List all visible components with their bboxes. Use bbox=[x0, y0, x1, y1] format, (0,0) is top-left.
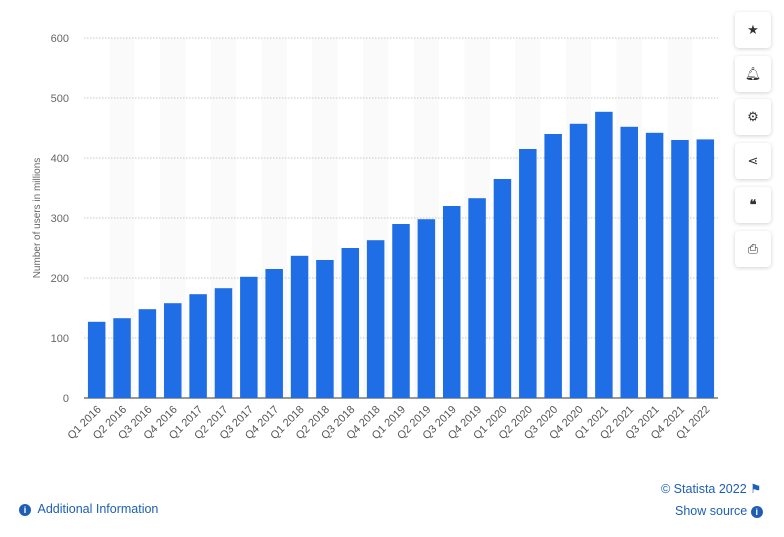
y-tick-label: 300 bbox=[51, 213, 69, 225]
star-icon: ★ bbox=[747, 22, 759, 37]
bar bbox=[671, 140, 689, 398]
bar bbox=[189, 294, 207, 398]
bar bbox=[569, 123, 588, 399]
y-tick-label: 600 bbox=[51, 33, 69, 45]
bar bbox=[645, 132, 664, 399]
bar bbox=[214, 288, 233, 398]
quote-icon: ❝ bbox=[749, 197, 757, 212]
flag-icon: ⚑ bbox=[750, 482, 762, 496]
copyright-label: © Statista 2022 bbox=[661, 482, 747, 496]
show-source-label: Show source bbox=[675, 504, 748, 518]
bar bbox=[468, 198, 486, 398]
bar bbox=[544, 134, 562, 398]
bar bbox=[265, 269, 283, 398]
share-icon: ⋖ bbox=[747, 153, 759, 168]
share-button[interactable]: ⋖ bbox=[735, 143, 771, 179]
bar bbox=[620, 126, 638, 399]
bar bbox=[113, 318, 131, 398]
info-icon: i bbox=[19, 503, 31, 516]
bar bbox=[290, 255, 309, 398]
y-tick-label: 200 bbox=[51, 273, 69, 285]
y-tick-label: 400 bbox=[51, 153, 69, 165]
statista-copyright-link[interactable]: © Statista 2022 ⚑ bbox=[661, 481, 761, 496]
gear-icon: ⚙ bbox=[747, 109, 759, 124]
bar bbox=[696, 139, 715, 398]
print-icon: ⎙ bbox=[747, 241, 759, 256]
y-tick-label: 500 bbox=[51, 93, 69, 105]
cite-button[interactable]: ❝ bbox=[735, 187, 771, 223]
bar bbox=[442, 206, 461, 398]
favorite-button[interactable]: ★ bbox=[735, 12, 771, 48]
y-tick-label: 100 bbox=[51, 333, 69, 345]
show-source-link[interactable]: Show source i bbox=[675, 504, 763, 518]
settings-button[interactable]: ⚙ bbox=[735, 99, 771, 135]
bar bbox=[392, 224, 410, 398]
bar bbox=[87, 321, 106, 398]
bar bbox=[519, 149, 537, 398]
bar bbox=[138, 309, 157, 398]
bar bbox=[341, 248, 360, 398]
bell-icon: 🔔︎ bbox=[744, 66, 762, 81]
bar bbox=[366, 240, 385, 398]
bar bbox=[316, 260, 334, 398]
bar bbox=[417, 219, 436, 398]
additional-information-link[interactable]: i Additional Information bbox=[19, 502, 158, 516]
y-axis-label: Number of users in millions bbox=[32, 158, 43, 279]
notification-button[interactable]: 🔔︎ bbox=[735, 56, 771, 92]
print-button[interactable]: ⎙ bbox=[735, 231, 771, 267]
bar bbox=[240, 276, 258, 398]
bar bbox=[595, 111, 613, 399]
bar bbox=[164, 303, 182, 398]
additional-information-label: Additional Information bbox=[37, 502, 159, 516]
y-tick-label: 0 bbox=[63, 393, 69, 405]
info-icon: i bbox=[750, 505, 763, 518]
bar bbox=[493, 179, 512, 398]
